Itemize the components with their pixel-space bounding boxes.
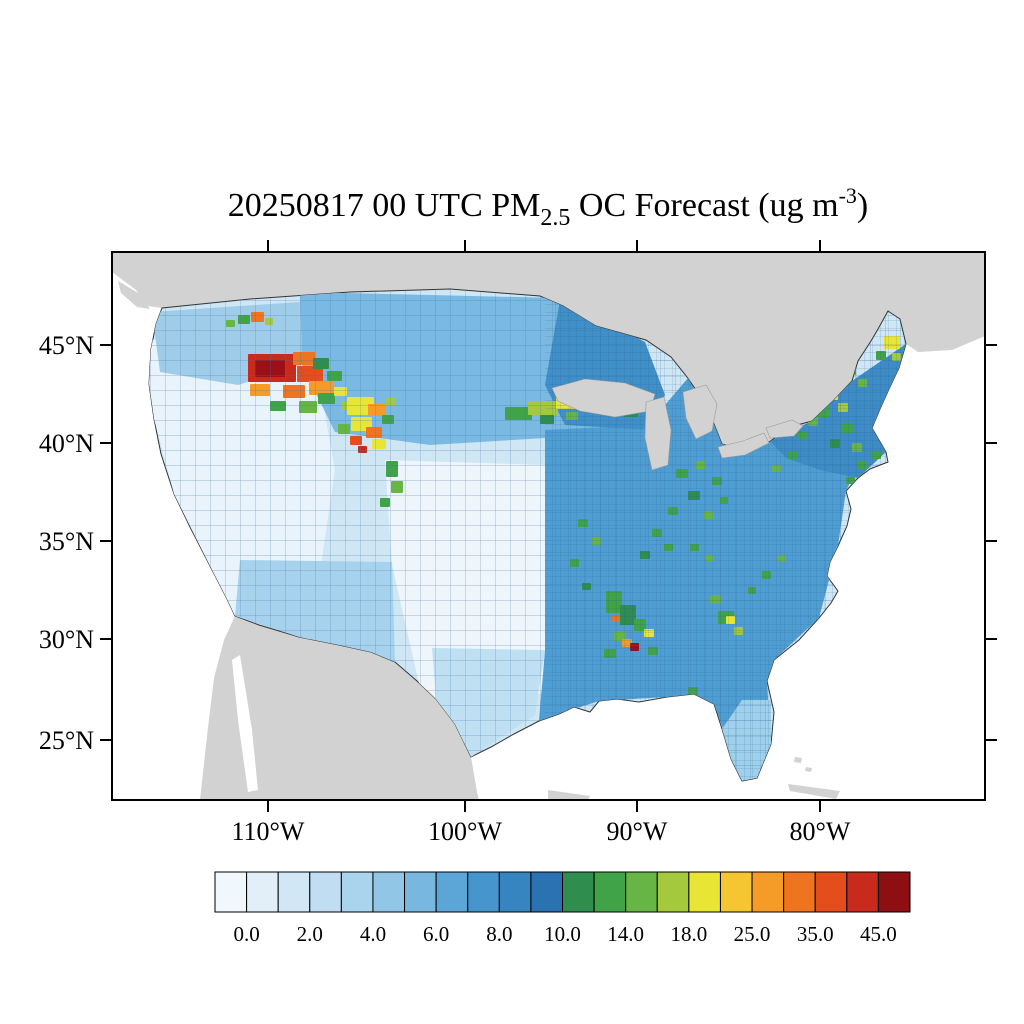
colorbar-box bbox=[498, 871, 532, 913]
mexico-landmass bbox=[200, 616, 479, 800]
latitude-axis: 45°N 40°N 35°N 30°N 25°N bbox=[39, 331, 997, 755]
colorbar-box bbox=[404, 871, 437, 913]
colorbar-box bbox=[751, 871, 785, 913]
lat-tick-label: 25°N bbox=[39, 726, 94, 755]
title-mid: OC Forecast (ug m bbox=[570, 187, 838, 224]
lat-tick-label: 40°N bbox=[39, 429, 94, 458]
colorbar-box bbox=[246, 871, 279, 913]
map-panel bbox=[111, 251, 986, 801]
lon-tick-label: 100°W bbox=[428, 817, 502, 846]
colorbar-tick-label: 4.0 bbox=[360, 922, 386, 946]
colorbar-tick-label: 35.0 bbox=[797, 922, 834, 946]
colorbar-box bbox=[467, 871, 500, 913]
title-suffix: ) bbox=[857, 187, 868, 224]
figure-title: 20250817 00 UTC PM2.5 OC Forecast (ug m-… bbox=[228, 183, 868, 231]
gulf-of-california bbox=[232, 655, 258, 792]
cuba bbox=[788, 784, 840, 799]
lake-ontario bbox=[765, 419, 804, 439]
colorbar-box bbox=[814, 871, 848, 913]
colorbar-tick-label: 25.0 bbox=[734, 922, 771, 946]
colorbar-box bbox=[435, 871, 469, 913]
colorbar-box bbox=[277, 871, 311, 913]
colorbar-box bbox=[530, 871, 564, 913]
lake-erie bbox=[717, 432, 770, 459]
colorbar-box bbox=[783, 871, 816, 913]
colorbar-tick-label: 8.0 bbox=[486, 922, 512, 946]
colorbar-box bbox=[719, 871, 753, 913]
colorbar-box bbox=[688, 871, 721, 913]
lat-tick-label: 35°N bbox=[39, 527, 94, 556]
colorbar-legend: 0.0 2.0 4.0 6.0 8.0 10.0 14.0 18.0 25.0 35.0 45.0 bbox=[214, 871, 911, 946]
colorbar-tick-label: 18.0 bbox=[670, 922, 707, 946]
lat-tick-label: 45°N bbox=[39, 331, 94, 360]
colorbar-tick-label: 0.0 bbox=[233, 922, 259, 946]
colorbar-box bbox=[877, 871, 911, 913]
lat-tick-label: 30°N bbox=[39, 625, 94, 654]
vancouver-island bbox=[118, 281, 150, 309]
lake-michigan bbox=[644, 396, 672, 471]
yucatan bbox=[548, 790, 590, 800]
colorbar-tick-label: 6.0 bbox=[423, 922, 449, 946]
colorbar-box bbox=[309, 871, 342, 913]
lon-tick-label: 90°W bbox=[607, 817, 668, 846]
bahamas-1 bbox=[794, 757, 802, 763]
colorbar-tick-label: 45.0 bbox=[860, 922, 897, 946]
lake-huron bbox=[682, 384, 718, 440]
title-prefix: 20250817 00 UTC PM bbox=[228, 187, 541, 224]
canada-landmass bbox=[112, 252, 985, 451]
title-subscript: 2.5 bbox=[540, 205, 570, 231]
title-superscript: -3 bbox=[839, 183, 857, 208]
colorbar-box bbox=[656, 871, 690, 913]
lon-tick-label: 80°W bbox=[790, 817, 851, 846]
colorbar-box bbox=[593, 871, 627, 913]
colorbar-tick-label: 10.0 bbox=[544, 922, 581, 946]
colorbar-box bbox=[625, 871, 658, 913]
colorbar-box bbox=[372, 871, 406, 913]
colorbar-tick-label: 2.0 bbox=[297, 922, 323, 946]
colorbar-box bbox=[562, 871, 595, 913]
bahamas-2 bbox=[805, 767, 812, 772]
longitude-axis: 110°W 100°W 90°W 80°W bbox=[232, 240, 851, 846]
colorbar-tick-label: 14.0 bbox=[607, 922, 644, 946]
colorbar-box bbox=[340, 871, 374, 913]
map-frame bbox=[111, 251, 986, 801]
colorbar-box bbox=[846, 871, 879, 913]
lon-tick-label: 110°W bbox=[232, 817, 305, 846]
colorbar-box bbox=[214, 871, 248, 913]
